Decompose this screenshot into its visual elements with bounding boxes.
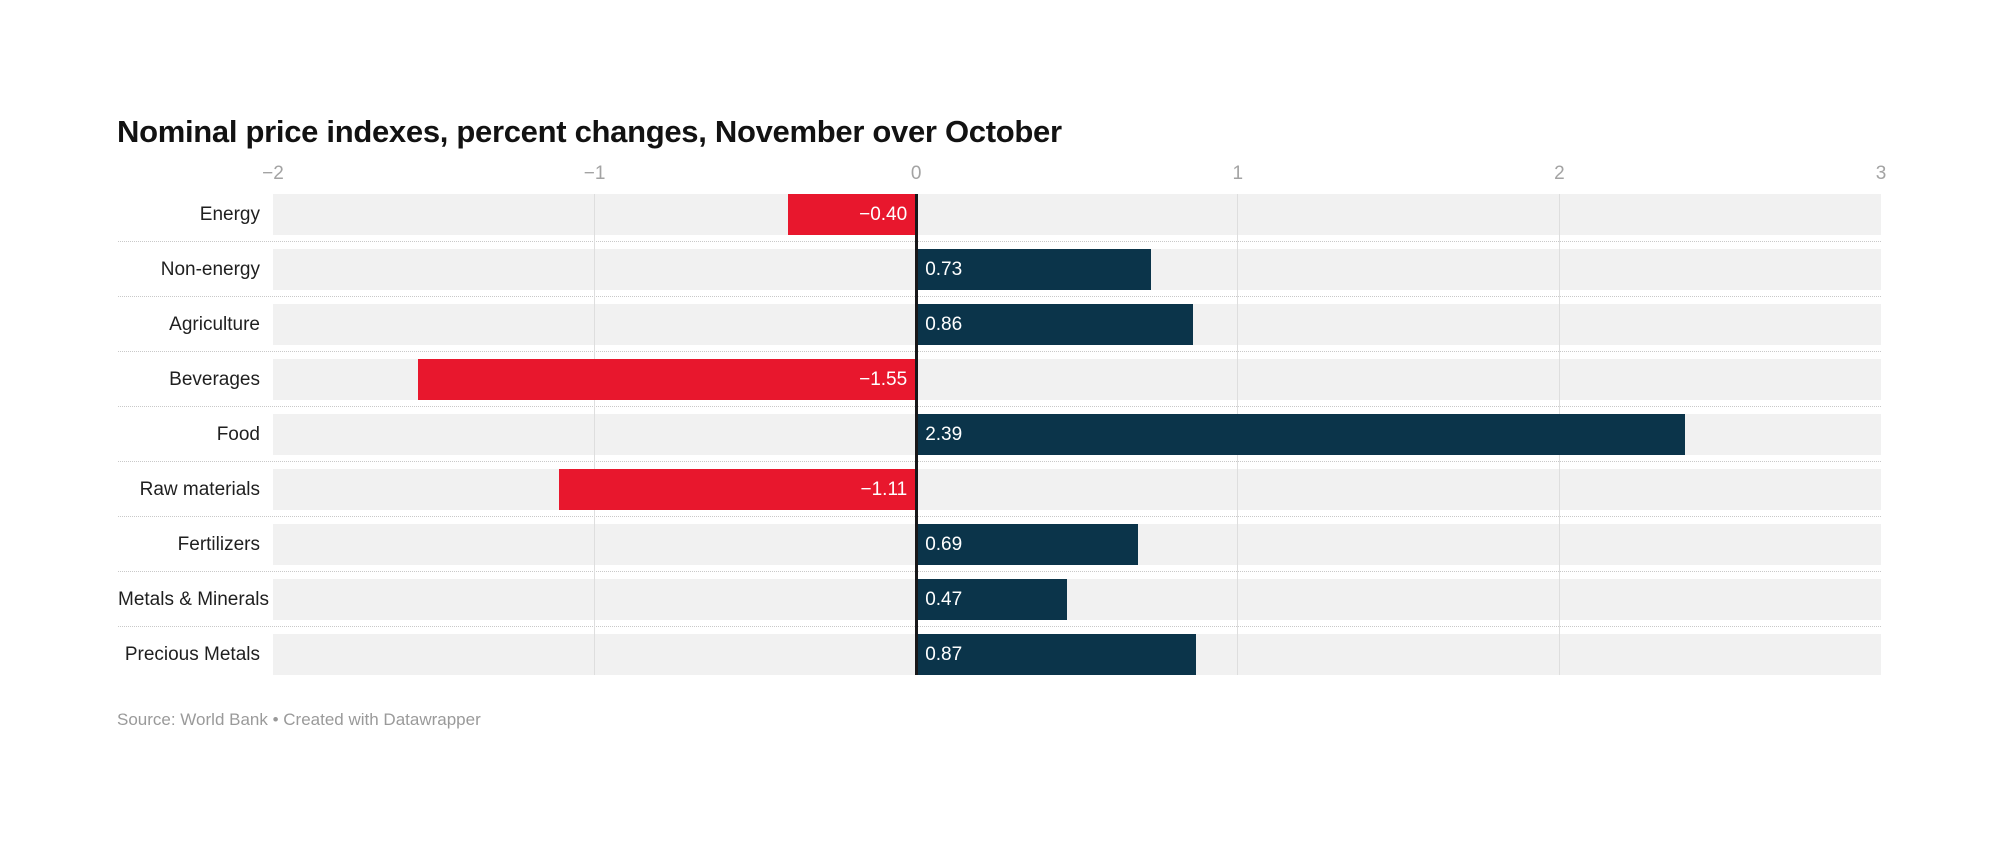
chart-row: Energy −0.40 [118,187,1881,242]
x-axis-tick-label: −1 [583,163,606,184]
x-axis-tick-label: 1 [1232,163,1244,184]
bar: 0.47 [916,579,1068,620]
category-label: Non-energy [160,259,260,280]
bar-value-label: 0.73 [925,259,963,280]
bar: −1.55 [417,359,917,400]
chart-title: Nominal price indexes, percent changes, … [117,114,1062,149]
row-background [273,194,1881,235]
chart-row: Precious Metals 0.87 [118,627,1881,682]
row-background [273,469,1881,510]
category-label: Energy [199,204,260,225]
bar: −0.40 [787,194,917,235]
bar: 0.73 [916,249,1151,290]
category-label: Precious Metals [124,644,260,665]
bar: 2.39 [916,414,1685,455]
row-background [273,579,1881,620]
chart-row: Beverages −1.55 [118,352,1881,407]
x-axis-tick-label: 2 [1554,163,1565,184]
bar: −1.11 [559,469,917,510]
x-axis-tick-label: −2 [262,163,284,184]
category-label: Raw materials [139,479,260,500]
bar-value-label: 0.87 [925,644,963,665]
category-label: Metals & Minerals [118,589,269,610]
bar: 0.69 [916,524,1139,565]
chart-row: Food 2.39 [118,407,1881,462]
bar: 0.87 [916,634,1196,675]
chart-row: Raw materials −1.11 [118,462,1881,517]
chart-row: Agriculture 0.86 [118,297,1881,352]
x-axis-tick-label: 0 [910,163,922,184]
bar-rows: Energy −0.40 Non-energy 0.73 Agriculture 0.86… [118,187,1881,682]
bar: 0.86 [916,304,1193,345]
bar-value-label: 0.86 [925,314,963,335]
chart-row: Metals & Minerals 0.47 [118,572,1881,627]
category-label: Agriculture [169,314,260,335]
bar-value-label: −1.11 [860,479,908,500]
bar-value-label: 0.69 [925,534,963,555]
bar-value-label: −0.40 [859,204,908,225]
category-label: Beverages [169,369,260,390]
chart-row: Fertilizers 0.69 [118,517,1881,572]
x-axis: −2 −1 0 1 2 3 [0,163,2000,189]
gridline [594,194,596,675]
bar-value-label: −1.55 [859,369,908,390]
bar-value-label: 0.47 [925,589,963,610]
source-note: Source: World Bank • Created with Datawr… [117,710,481,729]
category-label: Fertilizers [177,534,260,555]
x-axis-tick-label: 3 [1875,163,1887,184]
zero-baseline [914,194,918,675]
bar-value-label: 2.39 [925,424,963,445]
category-label: Food [216,424,260,445]
chart-row: Non-energy 0.73 [118,242,1881,297]
